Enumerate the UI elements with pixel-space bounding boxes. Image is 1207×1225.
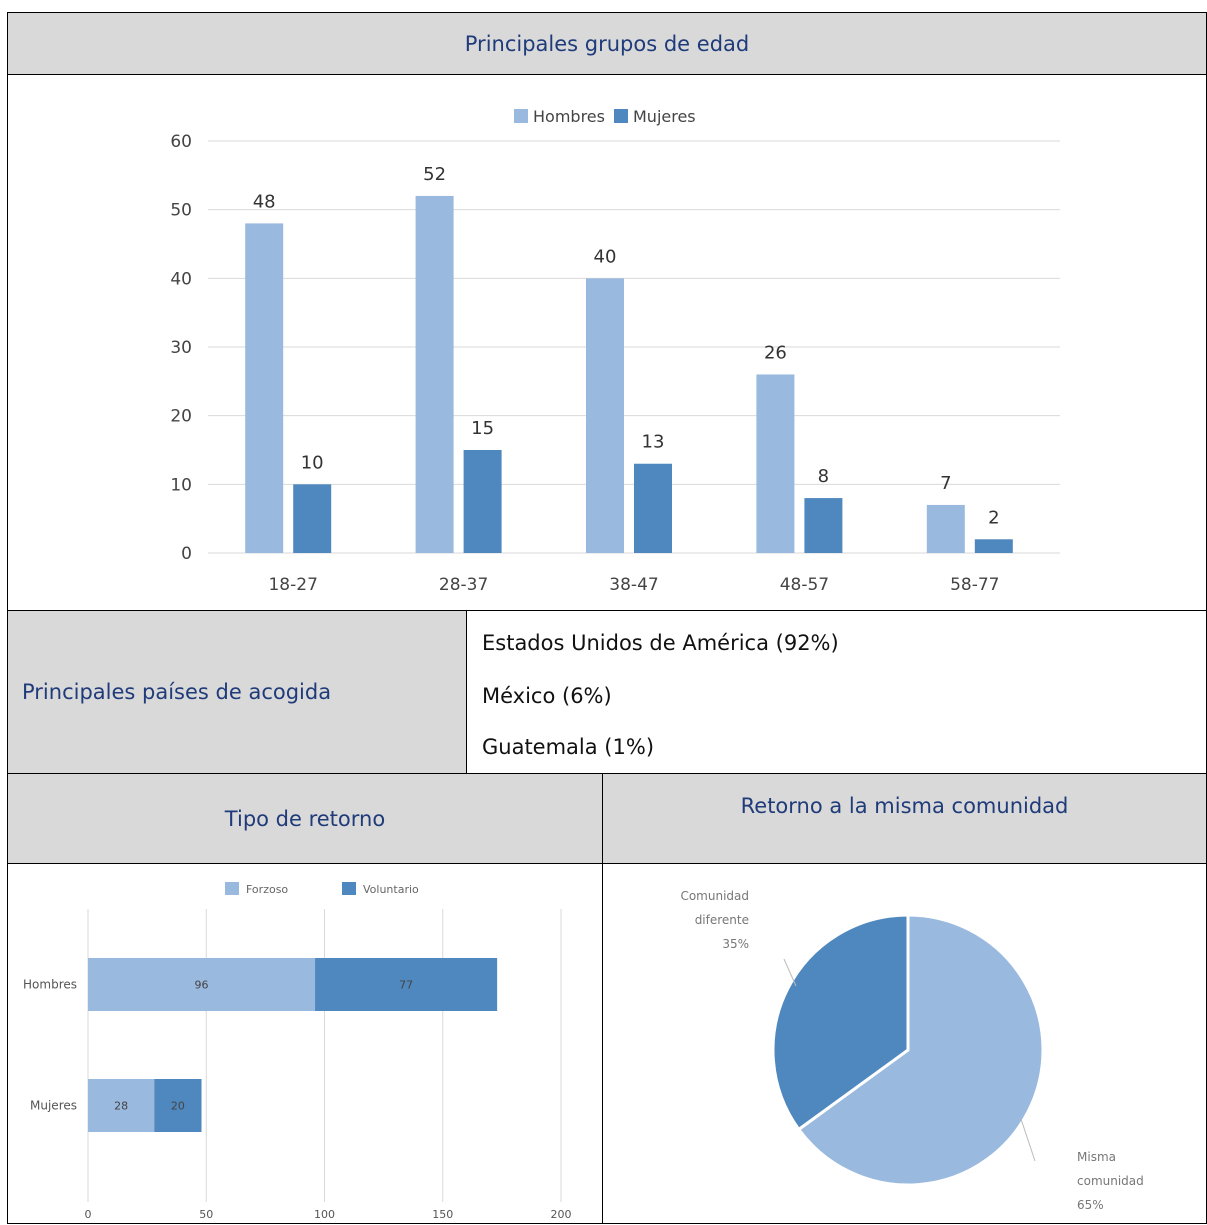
x-tick-label: 48-57	[780, 575, 829, 595]
y-tick-label: 0	[181, 544, 192, 564]
y-tick-label: 60	[170, 132, 192, 152]
legend-swatch	[225, 882, 239, 895]
bar-forzoso	[88, 1079, 155, 1132]
country-item: Estados Unidos de América (92%)	[482, 631, 839, 655]
y-tick-label: 20	[170, 407, 192, 427]
leader-line	[1020, 1118, 1036, 1162]
same-community-title: Retorno a la misma comunidad	[740, 794, 1069, 818]
same-community-chart: Misma comunidad 65% Comunidad diferente 35%	[680, 889, 1144, 1212]
bar-mujeres	[634, 463, 672, 553]
bar-mujeres	[974, 539, 1013, 553]
data-label: 40	[594, 246, 617, 267]
x-tick-label: 38-47	[609, 575, 658, 595]
x-tick-label: 50	[199, 1208, 213, 1221]
same-community-header: Retorno a la misma comunidad	[603, 774, 1206, 863]
bar-hombres	[245, 223, 284, 553]
pie-slice	[796, 913, 1045, 1187]
bar-hombres	[415, 195, 454, 553]
bar-voluntario	[154, 1079, 202, 1132]
y-tick-label: 40	[170, 269, 192, 289]
x-tick-label: 58-77	[950, 575, 999, 595]
legend-swatch	[514, 109, 528, 123]
bar-forzoso	[88, 958, 316, 1011]
data-label: 48	[253, 191, 276, 212]
x-tick-label: 100	[314, 1208, 335, 1221]
bar-hombres	[756, 374, 795, 553]
x-tick-label: 150	[432, 1208, 453, 1221]
y-tick-label: 50	[170, 201, 192, 221]
bar-voluntario	[315, 958, 498, 1011]
slice-label: Misma	[1077, 1150, 1116, 1164]
data-label: 96	[195, 979, 209, 992]
bar-hombres	[586, 278, 624, 553]
return-type-chart: 0 50 100 150 200 Hombres 96 77 Mujeres 28 20 Forzos…	[23, 882, 572, 1221]
data-label: 13	[642, 432, 665, 453]
legend-label: Forzoso	[246, 883, 288, 896]
y-tick-label: 30	[170, 338, 192, 358]
data-label: 7	[940, 473, 951, 494]
slice-label: 35%	[722, 937, 749, 951]
return-type-header: Tipo de retorno	[8, 774, 602, 863]
legend-swatch	[342, 882, 356, 895]
data-label: 26	[764, 342, 787, 363]
age-groups-chart: 0 10 20 30 40 50 60 18-27 48 10 28-37 52 15 38-47 40 13…	[170, 107, 1060, 595]
slice-label: comunidad	[1077, 1174, 1144, 1188]
y-tick-label: 10	[170, 475, 192, 495]
data-label: 77	[399, 979, 413, 992]
age-groups-header: Principales grupos de edad	[8, 13, 1206, 74]
x-tick-label: 0	[85, 1208, 92, 1221]
slice-label: Comunidad	[680, 889, 749, 903]
x-tick-label: 200	[551, 1208, 572, 1221]
return-type-title: Tipo de retorno	[224, 806, 386, 831]
legend-label: Hombres	[533, 107, 605, 126]
legend-label: Voluntario	[363, 883, 419, 896]
data-label: 10	[301, 452, 324, 473]
bar-mujeres	[293, 484, 332, 553]
age-groups-title: Principales grupos de edad	[464, 31, 750, 56]
y-tick-label: Mujeres	[30, 1099, 77, 1113]
legend-swatch	[614, 109, 628, 123]
slice-label: diferente	[695, 913, 749, 927]
countries-title: Principales países de acogida	[22, 680, 332, 704]
countries-list: Estados Unidos de América (92%) México (…	[467, 611, 1206, 773]
x-tick-label: 18-27	[268, 575, 317, 595]
y-tick-label: Hombres	[23, 978, 77, 992]
legend-label: Mujeres	[633, 107, 696, 126]
data-label: 52	[423, 164, 446, 185]
bar-hombres	[926, 504, 965, 553]
countries-header: Principales países de acogida	[8, 611, 466, 773]
country-item: Guatemala (1%)	[482, 735, 655, 759]
bar-mujeres	[804, 498, 843, 553]
slice-label: 65%	[1077, 1198, 1104, 1212]
data-label: 28	[114, 1100, 128, 1113]
bar-mujeres	[463, 450, 502, 553]
country-item: México (6%)	[482, 684, 612, 708]
leader-line	[783, 958, 797, 987]
data-label: 2	[988, 507, 999, 528]
x-tick-label: 28-37	[439, 575, 488, 595]
data-label: 15	[471, 418, 494, 439]
data-label: 20	[171, 1100, 185, 1113]
data-label: 8	[818, 466, 829, 487]
pie-slice	[771, 913, 910, 1132]
